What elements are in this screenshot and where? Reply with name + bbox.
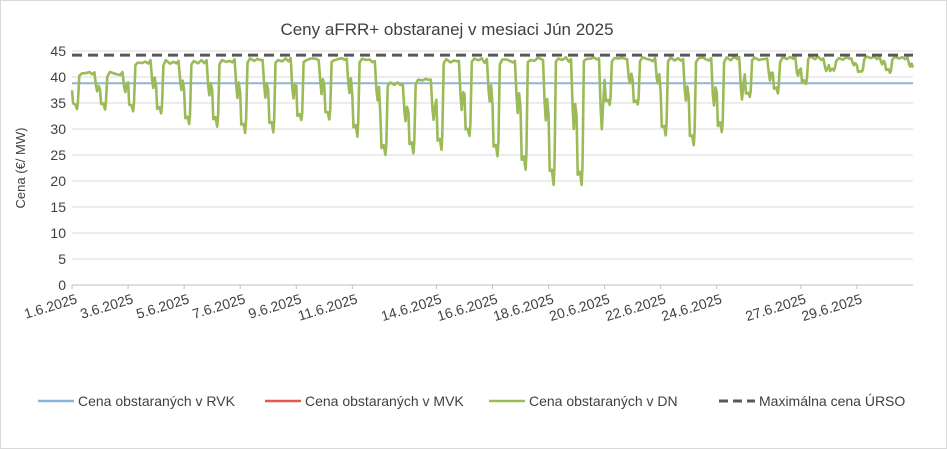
x-tick-label: 18.6.2025 [491,291,555,325]
x-tick-label: 1.6.2025 [22,291,79,322]
x-axis-ticks: 1.6.2025 3.6.2025 5.6.2025 7.6.2025 9.6.2025… [22,285,864,324]
series-layer [70,53,915,187]
y-tick-label: 45 [50,43,66,59]
y-tick-label: 0 [58,277,66,293]
x-tick-label: 16.6.2025 [435,291,499,325]
y-tick-label: 15 [50,199,66,215]
x-tick-label: 9.6.2025 [246,291,303,322]
gridlines [72,50,913,286]
x-tick-label: 20.6.2025 [547,291,611,325]
y-tick-label: 10 [50,225,66,241]
x-tick-label: 14.6.2025 [379,291,443,325]
x-tick-label: 3.6.2025 [78,291,135,322]
series-line-dn [70,54,915,187]
x-tick-label: 27.6.2025 [743,291,807,325]
y-tick-label: 35 [50,95,66,111]
legend-label: Cena obstaraných v DN [529,393,678,409]
x-tick-label: 22.6.2025 [603,291,667,325]
x-tick-label: 5.6.2025 [134,291,191,322]
legend: Cena obstaraných v RVK Cena obstaraných v… [38,393,905,409]
legend-label: Cena obstaraných v RVK [78,393,236,409]
x-tick-label: 29.6.2025 [800,291,864,325]
x-tick-label: 11.6.2025 [296,291,359,324]
y-tick-label: 40 [50,69,66,85]
legend-label: Maximálna cena ÚRSO [759,393,905,409]
y-tick-label: 5 [58,251,66,267]
legend-label: Cena obstaraných v MVK [305,393,464,409]
chart-title: Ceny aFRR+ obstaranej v mesiaci Jún 2025 [280,20,613,39]
x-tick-label: 24.6.2025 [659,291,723,325]
y-axis-ticks: 0 5 10 15 20 25 30 35 40 45 [50,43,66,293]
y-axis-title: Cena (€/ MW) [13,128,28,209]
y-tick-label: 30 [50,121,66,137]
y-tick-label: 20 [50,173,66,189]
x-tick-label: 7.6.2025 [190,291,247,322]
y-tick-label: 25 [50,147,66,163]
